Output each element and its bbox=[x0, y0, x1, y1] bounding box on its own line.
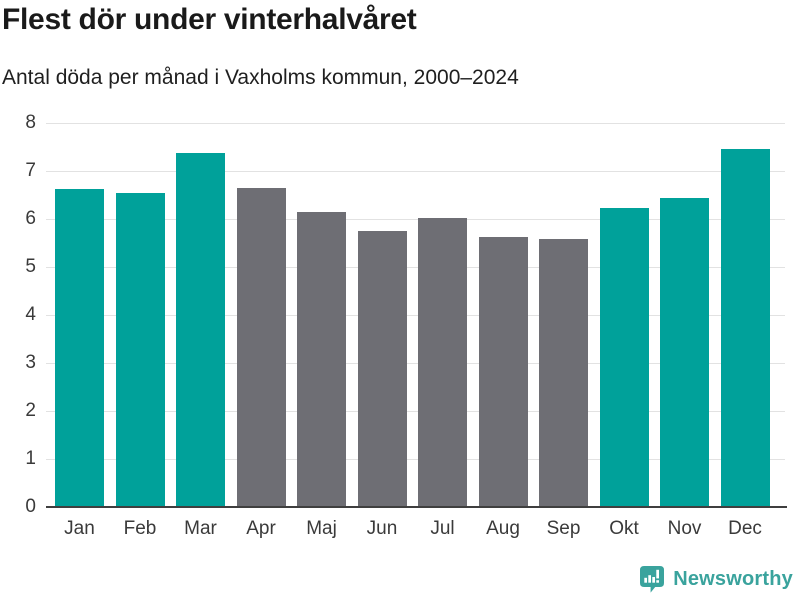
bar-jul bbox=[418, 218, 467, 507]
x-tick-label-aug: Aug bbox=[486, 518, 520, 539]
chart-title: Flest dör under vinterhalvåret bbox=[2, 3, 417, 36]
y-tick-label-4: 4 bbox=[25, 304, 36, 325]
gridline-y3 bbox=[46, 362, 785, 364]
x-tick-label-mar: Mar bbox=[184, 518, 217, 539]
y-tick-label-6: 6 bbox=[25, 208, 36, 229]
x-axis-line bbox=[46, 505, 787, 508]
y-tick-label-7: 7 bbox=[25, 160, 36, 181]
bar-jun bbox=[357, 231, 407, 507]
bar-nov bbox=[660, 197, 709, 507]
footer-brand: Newsworthy bbox=[640, 566, 793, 593]
x-tick-label-dec: Dec bbox=[728, 518, 762, 539]
brand-name: Newsworthy bbox=[673, 568, 793, 590]
x-tick-label-maj: Maj bbox=[306, 518, 337, 539]
bar-okt bbox=[599, 208, 649, 507]
y-tick-label-5: 5 bbox=[25, 256, 36, 277]
bar-aug bbox=[478, 236, 528, 507]
chart-subtitle: Antal döda per månad i Vaxholms kommun, … bbox=[2, 66, 519, 89]
x-tick-label-jun: Jun bbox=[366, 518, 398, 539]
bar-maj bbox=[297, 212, 346, 507]
gridline-y7 bbox=[46, 170, 785, 172]
bar-jan bbox=[55, 188, 104, 507]
plot-area: 0 1 2 3 4 5 6 7 8 Jan Feb Mar Apr Maj Jun Jul Aug Sep Okt… bbox=[25, 112, 787, 539]
bar-feb bbox=[115, 192, 165, 507]
x-tick-label-feb: Feb bbox=[123, 518, 157, 539]
y-tick-label-0: 0 bbox=[25, 496, 36, 517]
x-tick-label-nov: Nov bbox=[667, 518, 702, 539]
gridline-y2 bbox=[46, 410, 785, 412]
newsworthy-logo-icon bbox=[640, 566, 665, 593]
bar-dec bbox=[720, 148, 770, 507]
y-tick-label-1: 1 bbox=[25, 448, 36, 469]
y-tick-label-2: 2 bbox=[25, 400, 36, 421]
gridline-y1 bbox=[46, 458, 785, 460]
gridline-y4 bbox=[46, 314, 785, 316]
x-tick-label-apr: Apr bbox=[246, 518, 276, 539]
x-tick-label-okt: Okt bbox=[609, 518, 639, 539]
bar-sep bbox=[539, 239, 588, 507]
x-tick-label-jul: Jul bbox=[430, 518, 455, 539]
x-tick-label-jan: Jan bbox=[64, 518, 95, 539]
gridline-y5 bbox=[46, 266, 785, 268]
x-tick-label-sep: Sep bbox=[546, 518, 581, 539]
gridline-y6 bbox=[46, 218, 785, 220]
bar-mar bbox=[176, 152, 225, 507]
gridline-y8 bbox=[46, 122, 785, 124]
bar-apr bbox=[236, 187, 286, 507]
y-tick-label-3: 3 bbox=[25, 352, 36, 373]
y-tick-label-8: 8 bbox=[25, 112, 36, 133]
